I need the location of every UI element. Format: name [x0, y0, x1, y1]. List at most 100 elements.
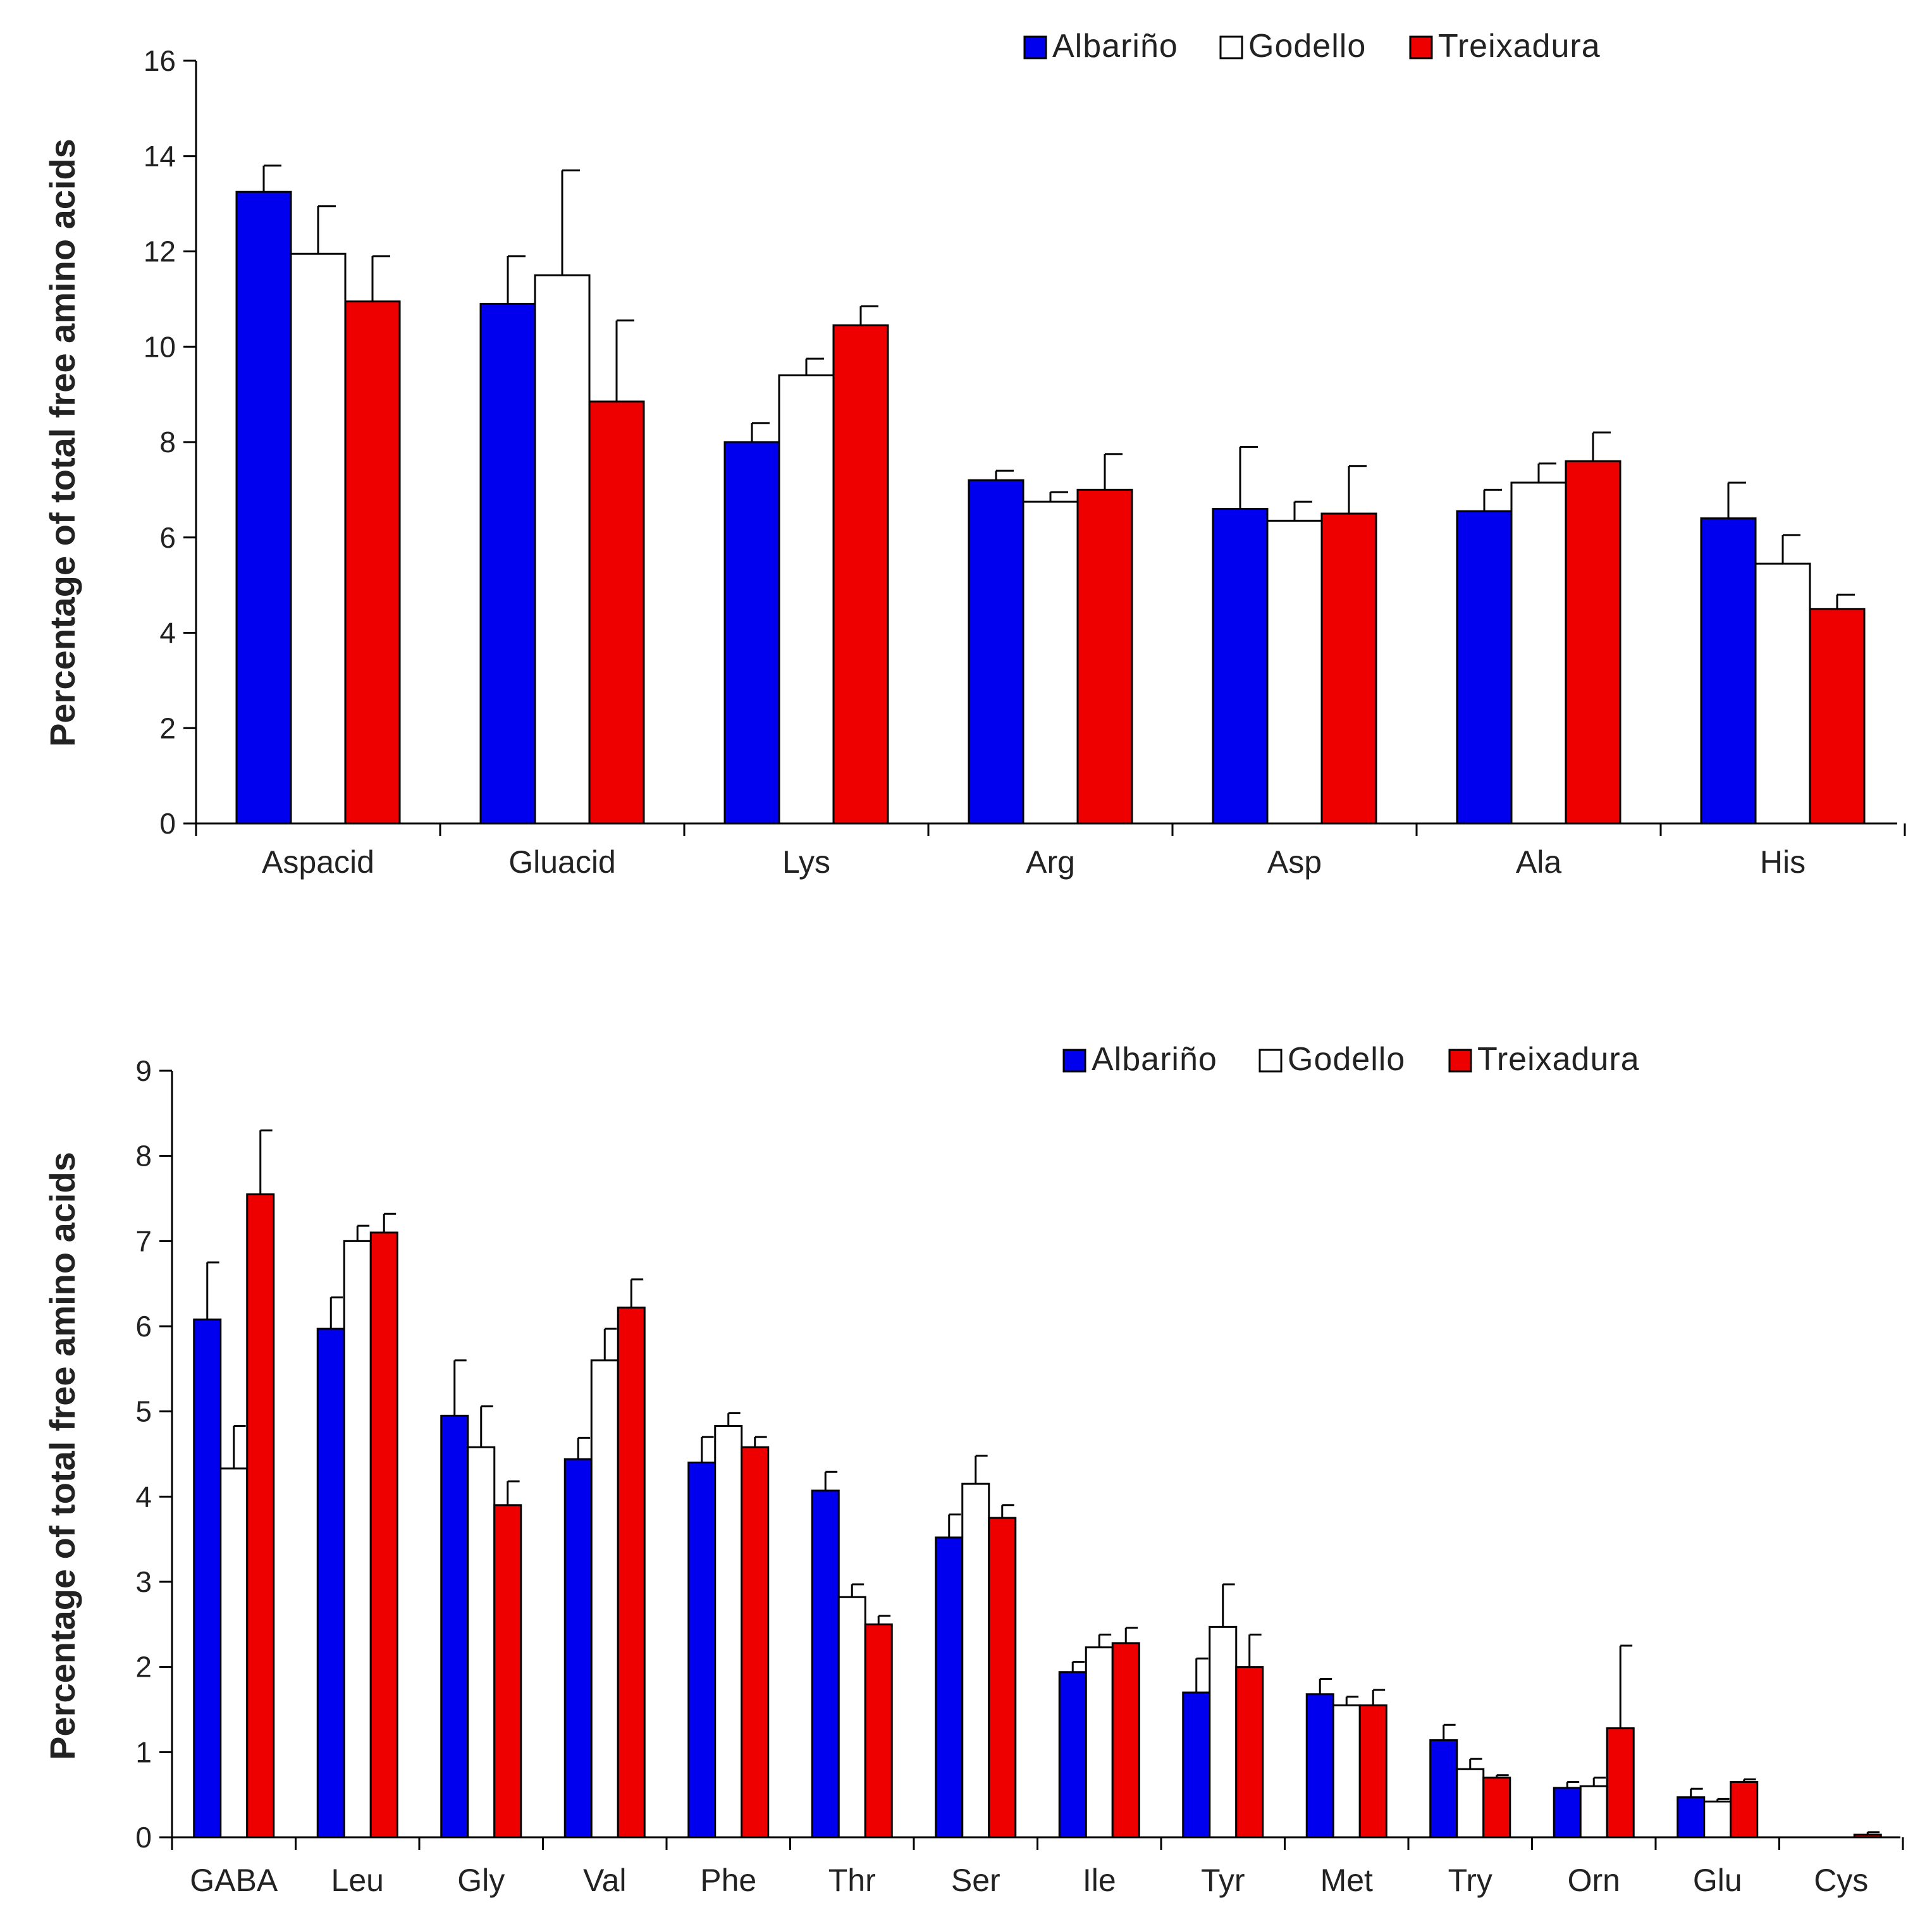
bar-gaba-albarino — [193, 1318, 222, 1839]
bar-aspacid-albarino — [235, 190, 292, 825]
bar-thr-treixadura — [864, 1623, 893, 1839]
bar-aspacid-treixadura — [344, 300, 401, 825]
x-category-label: Orn — [1568, 1863, 1620, 1898]
x-category-label: Arg — [1026, 844, 1075, 880]
bar-ala-treixadura — [1565, 460, 1621, 825]
bar-his-godello — [1754, 562, 1811, 825]
x-category-label: Phe — [700, 1863, 756, 1898]
bar-gaba-godello — [219, 1467, 249, 1839]
bar-val-albarino — [563, 1458, 593, 1839]
legend-label-albarino: Albariño — [1092, 1041, 1217, 1078]
bar-gaba-treixadura — [246, 1193, 275, 1839]
y-tick-label: 0 — [135, 1821, 152, 1854]
x-category-label: Asp — [1267, 844, 1322, 880]
bar-orn-godello — [1579, 1785, 1608, 1839]
bar-ala-godello — [1510, 481, 1567, 825]
bar-glu-albarino — [1677, 1796, 1706, 1839]
bar-lys-treixadura — [832, 324, 889, 825]
chart-panel-1: 0 2 4 6 8 10 12 14 16 Percentage of total free am… — [42, 28, 1906, 880]
bar-try-godello — [1456, 1768, 1485, 1839]
bar-gly-treixadura — [493, 1504, 522, 1839]
y-tick-label: 7 — [135, 1224, 152, 1257]
bar-gly-godello — [467, 1446, 496, 1839]
bar-ser-treixadura — [988, 1517, 1017, 1839]
x-category-label: Thr — [828, 1863, 876, 1898]
legend-swatch-treixadura — [1409, 35, 1433, 59]
bar-val-treixadura — [617, 1306, 646, 1839]
legend-swatch-godello — [1219, 35, 1243, 59]
y-tick-label: 6 — [135, 1310, 152, 1343]
legend-label-treixadura: Treixadura — [1438, 28, 1601, 65]
legend-swatch-godello — [1258, 1049, 1283, 1073]
y-tick-label: 12 — [144, 235, 176, 268]
bar-met-godello — [1332, 1704, 1361, 1839]
bar-glu-treixadura — [1730, 1780, 1759, 1839]
bar-ile-treixadura — [1111, 1642, 1140, 1839]
bar-tyr-albarino — [1182, 1691, 1211, 1839]
bar-leu-godello — [343, 1240, 372, 1839]
legend-swatch-treixadura — [1448, 1049, 1472, 1073]
bar-lys-albarino — [723, 441, 780, 825]
bar-thr-godello — [837, 1596, 866, 1839]
bar-arg-albarino — [968, 479, 1024, 825]
y-tick-label: 2 — [135, 1651, 152, 1684]
y-tick-label: 8 — [159, 426, 176, 459]
x-category-label: Ile — [1083, 1863, 1116, 1898]
legend-swatch-albarino — [1023, 35, 1047, 59]
x-category-label: Val — [583, 1863, 627, 1898]
x-category-label: Gluacid — [508, 844, 616, 880]
legend-label-godello: Godello — [1288, 1041, 1405, 1078]
y-tick-label: 16 — [144, 44, 176, 77]
y-tick-label: 9 — [135, 1054, 152, 1087]
bar-gluacid-albarino — [479, 302, 536, 825]
y-tick-label: 0 — [159, 807, 176, 840]
bar-phe-treixadura — [741, 1446, 770, 1839]
bar-leu-albarino — [316, 1328, 345, 1839]
bar-glu-godello — [1703, 1800, 1732, 1839]
y-tick-label: 14 — [144, 140, 176, 173]
bar-try-treixadura — [1482, 1777, 1511, 1839]
y-tick-label: 10 — [144, 330, 176, 363]
bar-phe-albarino — [687, 1461, 717, 1839]
bar-ser-albarino — [935, 1536, 964, 1839]
x-category-label: Try — [1448, 1863, 1492, 1898]
x-category-label: Leu — [331, 1863, 384, 1898]
bar-tyr-godello — [1209, 1625, 1238, 1839]
bar-his-albarino — [1700, 517, 1757, 825]
bar-val-godello — [590, 1359, 619, 1839]
bar-ile-albarino — [1058, 1671, 1087, 1839]
bar-asp-albarino — [1212, 508, 1269, 825]
bar-leu-treixadura — [369, 1231, 398, 1839]
y-tick-label: 8 — [135, 1140, 152, 1173]
x-category-label: Cys — [1814, 1863, 1868, 1898]
bar-his-treixadura — [1809, 608, 1866, 825]
y-axis-title: Percentage of total free amino acids — [42, 1152, 82, 1760]
x-category-label: GABA — [190, 1863, 278, 1898]
bar-phe-godello — [714, 1425, 743, 1839]
y-tick-label: 3 — [135, 1565, 152, 1598]
x-category-label: Met — [1320, 1863, 1373, 1898]
bar-ile-godello — [1085, 1646, 1114, 1839]
y-axis-title: Percentage of total free amino acids — [42, 139, 82, 747]
bar-gluacid-treixadura — [588, 400, 645, 825]
legend-label-treixadura: Treixadura — [1477, 1041, 1640, 1078]
bar-arg-treixadura — [1076, 488, 1133, 825]
y-tick-label: 4 — [159, 617, 176, 650]
x-category-label: Ala — [1516, 844, 1561, 880]
chart-panel-2: 0 1 2 3 4 5 6 7 8 9 Percentage of total free amino… — [42, 1041, 1904, 1898]
bar-met-treixadura — [1358, 1704, 1387, 1839]
y-tick-label: 5 — [135, 1395, 152, 1428]
bar-gluacid-godello — [534, 274, 591, 825]
y-tick-label: 6 — [159, 521, 176, 554]
bar-thr-albarino — [811, 1489, 840, 1839]
x-category-label: Aspacid — [262, 844, 374, 880]
legend-label-godello: Godello — [1248, 28, 1366, 65]
x-category-label: Tyr — [1201, 1863, 1245, 1898]
bar-arg-godello — [1022, 500, 1079, 825]
bar-asp-treixadura — [1320, 512, 1377, 825]
x-category-label: Ser — [951, 1863, 1000, 1898]
bar-orn-treixadura — [1606, 1727, 1635, 1839]
legend-swatch-albarino — [1062, 1049, 1086, 1073]
x-category-label: His — [1760, 844, 1806, 880]
bar-asp-godello — [1266, 519, 1323, 825]
